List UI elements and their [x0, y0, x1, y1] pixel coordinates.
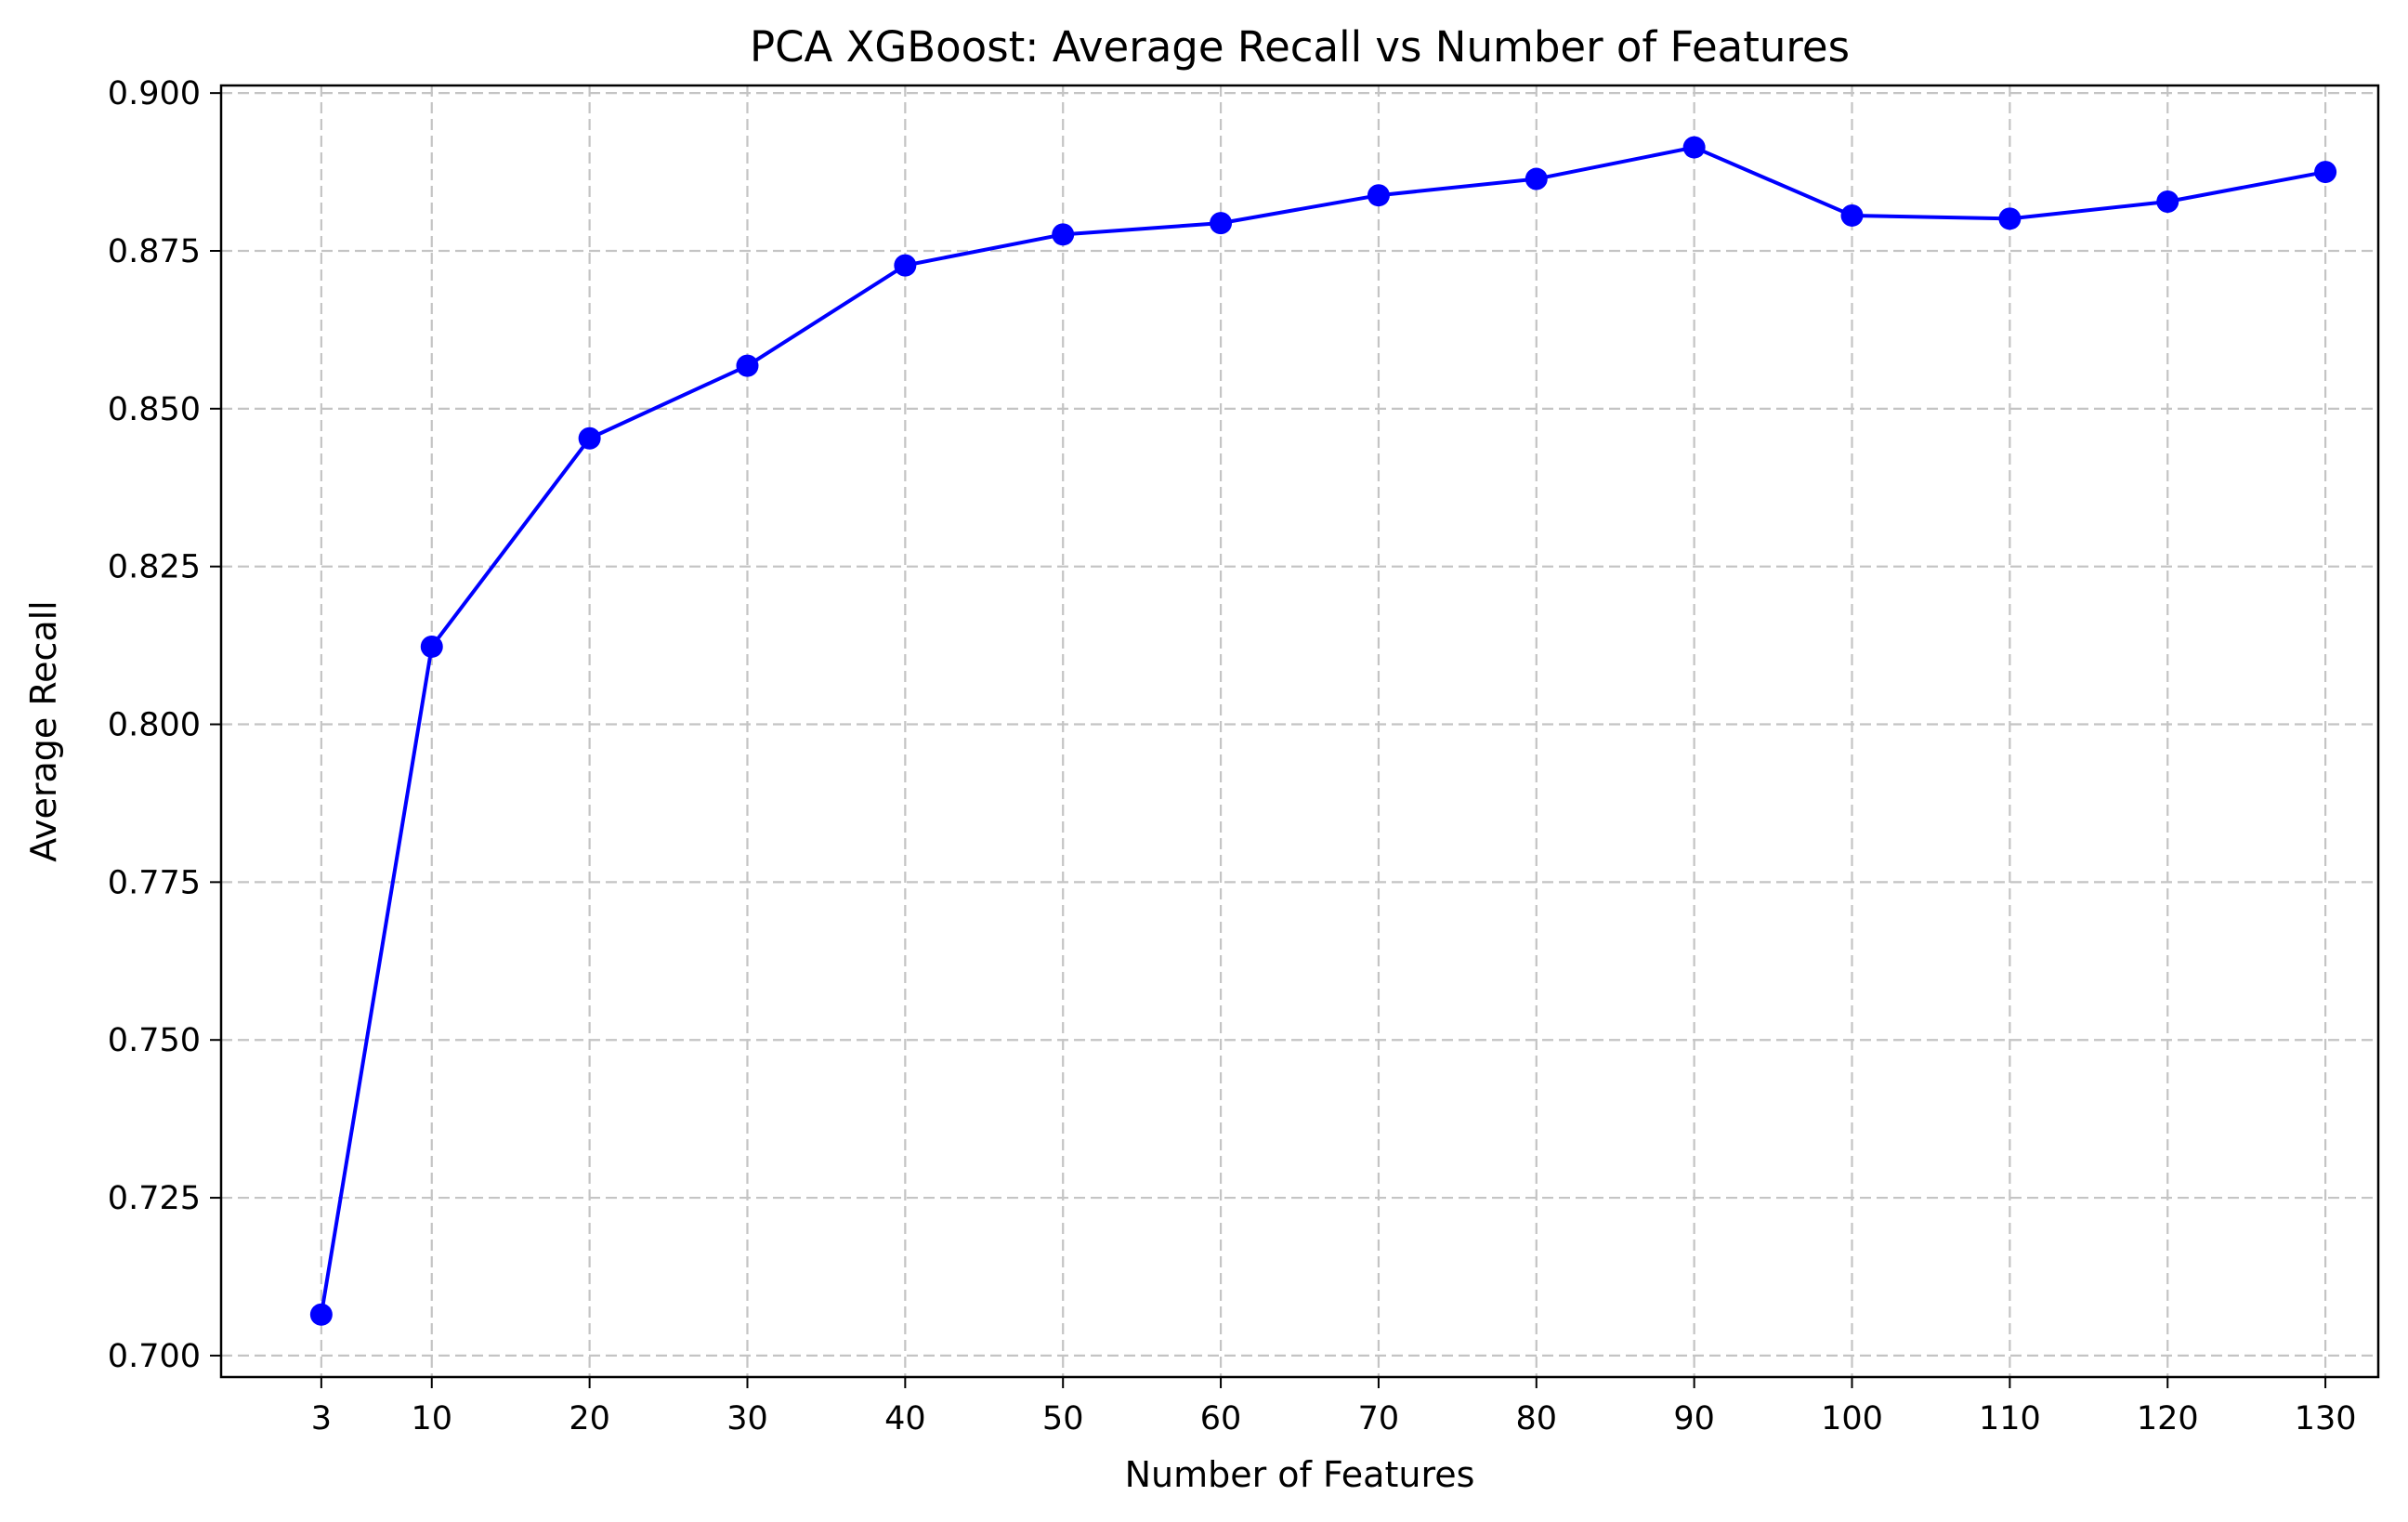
series-line	[319, 145, 2326, 1316]
series-layer	[309, 136, 2337, 1326]
data-point	[894, 254, 917, 277]
y-axis-title: Average Recall	[23, 600, 64, 862]
y-tick-label: 0.700	[108, 1338, 201, 1375]
data-point	[736, 354, 759, 377]
x-tick-label: 10	[411, 1400, 452, 1437]
data-point	[1525, 167, 1548, 190]
y-tick-label: 0.750	[108, 1022, 201, 1059]
axes-frame	[219, 84, 2380, 1379]
data-point	[1052, 223, 1075, 246]
y-tick-label: 0.900	[108, 75, 201, 112]
x-tick-label: 100	[1821, 1400, 1883, 1437]
x-tick-label: 3	[311, 1400, 332, 1437]
x-axis-ticks: 3 10 20 30 40 50 60 70 80 90 100 110 120 130	[311, 1377, 2357, 1437]
y-tick-label: 0.850	[108, 391, 201, 428]
x-tick-label: 120	[2137, 1400, 2199, 1437]
chart-title: PCA XGBoost: Average Recall vs Number of…	[750, 22, 1850, 72]
data-point	[578, 426, 601, 450]
x-axis-title: Number of Features	[1125, 1454, 1475, 1495]
y-tick-label: 0.775	[108, 864, 201, 901]
data-point	[309, 1303, 333, 1326]
x-tick-label: 70	[1358, 1400, 1400, 1437]
x-tick-label: 60	[1200, 1400, 1242, 1437]
x-tick-label: 110	[1979, 1400, 2041, 1437]
y-tick-label: 0.800	[108, 707, 201, 744]
x-tick-label: 30	[726, 1400, 768, 1437]
grid	[221, 85, 2378, 1377]
y-tick-label: 0.725	[108, 1180, 201, 1217]
y-tick-label: 0.825	[108, 549, 201, 586]
data-point	[1210, 212, 1233, 235]
x-tick-label: 130	[2295, 1400, 2357, 1437]
data-point	[2314, 161, 2337, 184]
data-point	[1367, 184, 1390, 207]
x-tick-label: 50	[1042, 1400, 1084, 1437]
y-axis-ticks: 0.700 0.725 0.750 0.775 0.800 0.825 0.850 0.875…	[108, 75, 221, 1375]
data-point	[1998, 207, 2022, 230]
x-tick-label: 20	[569, 1400, 610, 1437]
x-tick-label: 90	[1673, 1400, 1715, 1437]
x-tick-label: 80	[1516, 1400, 1558, 1437]
data-point	[1840, 203, 1864, 227]
data-point	[2156, 190, 2179, 214]
data-point	[420, 635, 443, 658]
y-tick-label: 0.875	[108, 233, 201, 270]
data-point	[1682, 136, 1706, 159]
x-tick-label: 40	[884, 1400, 926, 1437]
